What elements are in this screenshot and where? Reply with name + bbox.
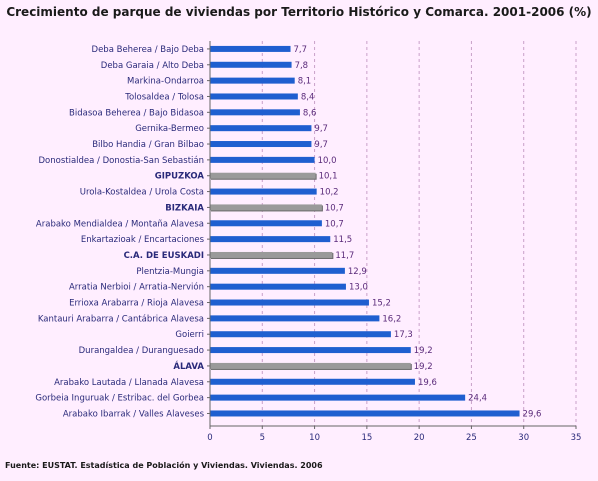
category-label: GIPUZKOA [155, 172, 205, 182]
value-label: 10,7 [325, 203, 344, 213]
category-label: Bilbo Handia / Gran Bilbao [92, 140, 204, 150]
value-label: 10,7 [325, 219, 344, 229]
bar [210, 315, 380, 322]
category-label: Arabako Lautada / Llanada Alavesa [54, 378, 204, 388]
bar [210, 394, 466, 401]
bar [210, 109, 300, 116]
category-label: Markina-Ondarroa [127, 77, 204, 87]
bar [210, 204, 322, 211]
category-label: Kantauri Arabarra / Cantábrica Alavesa [38, 314, 204, 324]
value-label: 15,2 [372, 299, 391, 309]
value-label: 11,7 [335, 251, 354, 261]
axis-layer: 0 5 10 15 20 25 30 35 Deba Beherea / Bajo Deba De… [35, 41, 581, 443]
value-label: 7,7 [294, 45, 308, 55]
value-label: 11,5 [333, 235, 352, 245]
value-label: 8,1 [298, 77, 312, 87]
source-note: Fuente: EUSTAT. Estadística de Población… [5, 461, 323, 470]
bar [210, 378, 415, 385]
category-label: ÁLAVA [173, 360, 204, 372]
x-tick-label: 10 [309, 433, 320, 443]
category-label: Gernika-Bermeo [135, 124, 204, 134]
category-label: Arabako Mendialdea / Montaña Alavesa [36, 219, 204, 229]
x-tick-label: 15 [361, 433, 372, 443]
value-label: 8,6 [303, 108, 317, 118]
bar [210, 410, 520, 417]
bar-layer: 7,7 7,8 8,1 8,4 8,6 9,7 9,7 10,0 10,1 10,2 10,7 10,… [210, 45, 542, 419]
bar [210, 125, 312, 132]
bar [210, 93, 298, 100]
value-label: 17,3 [394, 330, 413, 340]
value-label: 7,8 [295, 61, 309, 71]
category-label: Deba Garaia / Alto Deba [101, 61, 204, 71]
value-label: 10,0 [318, 156, 337, 166]
value-label: 19,2 [414, 346, 433, 356]
bar [210, 267, 345, 274]
category-label: Durangaldea / Duranguesado [79, 346, 204, 356]
bar [210, 45, 291, 52]
category-label: Plentzia-Mungia [136, 267, 204, 277]
bar [210, 236, 331, 243]
bar [210, 362, 411, 369]
value-label: 9,7 [314, 140, 328, 150]
bar [210, 77, 295, 84]
grid-layer [261, 41, 577, 426]
bar [210, 347, 411, 354]
category-label: Goierri [175, 330, 204, 340]
bar [210, 156, 315, 163]
x-tick-label: 5 [260, 433, 265, 443]
category-label: BIZKAIA [165, 203, 204, 213]
category-label: Errioxa Arabarra / Rioja Alavesa [69, 299, 204, 309]
value-label: 10,1 [319, 172, 338, 182]
bar [210, 172, 316, 179]
bar [210, 331, 391, 338]
value-label: 19,6 [418, 378, 437, 388]
category-label: Arabako Ibarrak / Valles Alaveses [63, 409, 205, 419]
x-tick-label: 35 [571, 433, 582, 443]
bar [210, 283, 346, 290]
value-label: 10,2 [320, 188, 339, 198]
value-label: 24,4 [468, 394, 487, 404]
bar [210, 141, 312, 148]
value-label: 29,6 [523, 409, 542, 419]
category-label: Tolosaldea / Tolosa [124, 92, 204, 102]
value-label: 8,4 [301, 92, 315, 102]
category-label: Arratia Nerbioi / Arratia-Nervión [69, 282, 204, 293]
bar [210, 61, 292, 68]
category-label: C.A. DE EUSKADI [124, 251, 204, 261]
category-label: Donostialdea / Donostia-San Sebastián [38, 156, 204, 166]
value-label: 19,2 [414, 362, 433, 372]
bar [210, 251, 333, 258]
x-tick-label: 0 [207, 433, 212, 443]
x-tick-label: 20 [414, 433, 425, 443]
bar [210, 220, 322, 227]
bar [210, 299, 369, 306]
category-label: Gorbeia Inguruak / Estribac. del Gorbea [35, 394, 204, 404]
bar [210, 188, 317, 195]
chart-title: Crecimiento de parque de viviendas por T… [6, 5, 592, 19]
category-label: Deba Beherea / Bajo Deba [92, 45, 204, 55]
value-label: 9,7 [314, 124, 328, 134]
category-label: Enkartazioak / Encartaciones [81, 235, 205, 245]
value-label: 13,0 [349, 283, 368, 293]
value-label: 16,2 [382, 314, 401, 324]
x-tick-label: 30 [518, 433, 529, 443]
x-tick-label: 25 [466, 433, 477, 443]
value-label: 12,9 [348, 267, 367, 277]
category-label: Bidasoa Beherea / Bajo Bidasoa [69, 108, 204, 118]
category-label: Urola-Kostaldea / Urola Costa [80, 188, 204, 198]
